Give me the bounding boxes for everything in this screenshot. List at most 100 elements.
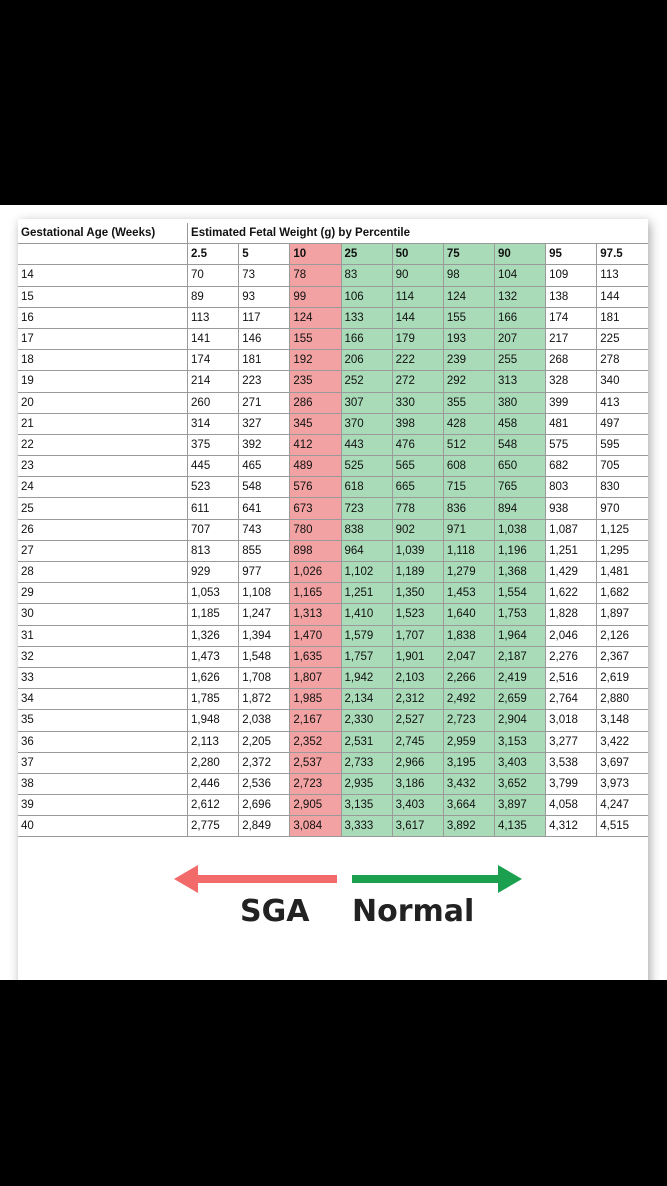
age-cell: 25 [18,497,188,520]
weight-cell: 90 [391,264,444,287]
weight-cell: 73 [238,264,291,287]
weight-cell: 144 [596,285,648,308]
weight-cell: 252 [340,370,393,393]
weight-cell: 1,640 [442,603,495,626]
weight-cell: 2,612 [187,794,240,817]
weight-cell: 576 [289,476,342,499]
table-row: 23 445 465 489 525 565 608 650 682 705 [18,455,648,478]
table-row: 19 214 223 235 252 272 292 313 328 340 [18,370,648,393]
weight-cell: 3,617 [391,815,444,838]
weight-cell: 3,403 [493,751,547,774]
weight-cell: 392 [238,433,291,457]
table-row: 38 2,446 2,536 2,723 2,935 3,186 3,432 3,652 3,7… [18,772,648,796]
weight-cell: 1,964 [493,624,547,647]
weight-cell: 1,548 [238,645,291,668]
weight-cell: 193 [442,327,495,351]
weight-cell: 109 [545,264,598,287]
weight-cell: 836 [442,497,495,520]
table-row: 32 1,473 1,548 1,635 1,757 1,901 2,047 2,187 2,2… [18,645,648,668]
weight-cell: 2,187 [493,645,547,668]
weight-cell: 565 [391,455,444,478]
weight-cell: 255 [493,349,547,372]
weight-cell: 206 [340,349,393,372]
table-row: 36 2,113 2,205 2,352 2,531 2,745 2,959 3,153 3,2… [18,730,648,753]
weight-cell: 340 [596,370,648,393]
age-cell: 32 [18,645,188,668]
weight-cell: 207 [493,327,547,351]
weight-cell: 1,707 [391,624,444,647]
percentile-header-75: 75 [442,243,495,266]
weight-cell: 1,429 [545,560,598,584]
age-cell: 24 [18,476,188,499]
weight-cell: 2,696 [238,794,291,817]
normal-label: Normal [352,894,475,929]
age-cell: 21 [18,412,188,435]
weight-cell: 1,807 [289,666,342,690]
weight-cell: 2,537 [289,751,342,774]
weight-cell: 260 [187,391,240,414]
weight-cell: 1,985 [289,688,342,711]
weight-cell: 225 [596,327,648,351]
weight-cell: 682 [545,455,598,478]
weight-cell: 2,880 [596,688,648,711]
weight-cell: 2,330 [340,709,393,732]
weight-cell: 1,189 [391,560,444,584]
weight-cell: 2,527 [391,709,444,732]
weight-cell: 146 [238,327,291,351]
age-cell: 28 [18,560,188,584]
weight-cell: 3,897 [493,794,547,817]
weight-cell: 1,708 [238,666,291,690]
table-row: 35 1,948 2,038 2,167 2,330 2,527 2,723 2,904 3,0… [18,709,648,732]
table-row: 31 1,326 1,394 1,470 1,579 1,707 1,838 1,964 2,0… [18,624,648,647]
weight-cell: 548 [493,433,547,457]
weight-cell: 2,531 [340,730,393,753]
weight-cell: 235 [289,370,342,393]
weight-cell: 1,026 [289,560,342,584]
weight-cell: 3,153 [493,730,547,753]
age-cell: 34 [18,688,188,711]
table-row: 17 141 146 155 166 179 193 207 217 225 [18,327,648,351]
weight-cell: 1,394 [238,624,291,647]
weight-cell: 2,103 [391,666,444,690]
weight-cell: 548 [238,476,291,499]
weight-cell: 2,849 [238,815,291,838]
normal-arrow-icon [352,865,522,893]
weight-cell: 2,046 [545,624,598,647]
weight-cell: 2,959 [442,730,495,753]
table-row: 14 70 73 78 83 90 98 104 109 113 [18,264,648,287]
weight-cell: 803 [545,476,598,499]
percentile-header-row: 2.5 5 10 25 50 75 90 95 97.5 [18,243,648,266]
weight-cell: 272 [391,370,444,393]
weight-cell: 3,135 [340,794,393,817]
weight-cell: 1,038 [493,518,547,541]
weight-cell: 70 [187,264,240,287]
weight-cell: 465 [238,455,291,478]
weight-cell: 2,312 [391,688,444,711]
weight-cell: 650 [493,455,547,478]
weight-cell: 1,125 [596,518,648,541]
weight-cell: 1,326 [187,624,240,647]
weight-cell: 1,410 [340,603,393,626]
weight-cell: 3,892 [442,815,495,838]
weight-cell: 2,905 [289,794,342,817]
weight-cell: 166 [493,306,547,329]
weight-cell: 268 [545,349,598,372]
weight-cell: 3,652 [493,772,547,796]
weight-cell: 3,148 [596,709,648,732]
weight-cell: 481 [545,412,598,435]
weight-cell: 181 [238,349,291,372]
weight-cell: 1,039 [391,539,444,563]
weight-cell: 83 [340,264,393,287]
table-title-row: Gestational Age (Weeks) Estimated Fetal … [18,223,648,245]
weight-cell: 2,935 [340,772,393,796]
weight-cell: 114 [391,285,444,308]
table-row: 22 375 392 412 443 476 512 548 575 595 [18,433,648,457]
weight-cell: 938 [545,497,598,520]
weight-cell: 2,659 [493,688,547,711]
sga-label: SGA [240,894,310,929]
weight-cell: 1,350 [391,582,444,605]
age-cell: 36 [18,730,188,753]
weight-cell: 2,775 [187,815,240,838]
weight-cell: 458 [493,412,547,435]
table-row: 15 89 93 99 106 114 124 132 138 144 [18,285,648,308]
